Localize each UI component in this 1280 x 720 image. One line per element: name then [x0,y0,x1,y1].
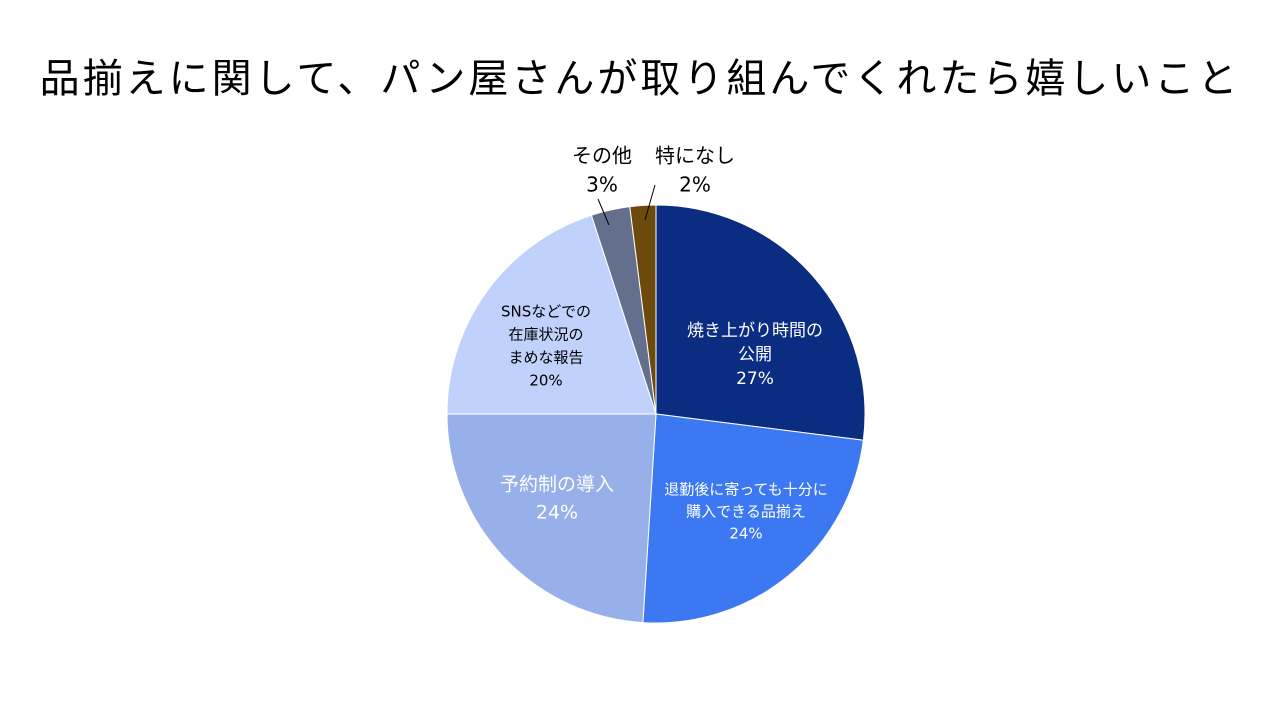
slice-value-label-4: 3% [586,173,618,197]
slice-label-3: まめな報告 [508,349,583,367]
slice-label-0: 焼き上がり時間の [687,321,823,341]
chart-title: 品揃えに関して、パン屋さんが取り組んでくれたら嬉しいこと [39,56,1241,102]
slice-label-2: 予約制の導入 [500,474,614,496]
slice-value-label-1: 24% [729,525,762,543]
slice-value-label-0: 27% [736,369,774,389]
slice-label-1: 退勤後に寄っても十分に [664,481,828,499]
slice-value-label-2: 24% [536,502,578,524]
slice-label-4: その他 [572,144,632,168]
slice-label-1: 購入できる品揃え [686,503,806,521]
pie-slice-5 [629,204,657,415]
pie-slice-1 [642,413,864,624]
slice-label-3: 在庫状況の [508,326,583,344]
slice-value-label-3: 20% [529,372,562,390]
leader-line-5 [644,184,656,221]
slice-label-5: 特になし [655,144,735,168]
pie-slice-3 [446,214,657,415]
slice-value-label-5: 2% [679,173,711,197]
pie-slice-2 [446,413,657,624]
pie-slice-0 [655,204,866,441]
leader-line-4 [597,198,610,226]
slice-label-0: 公開 [738,345,772,365]
slice-label-3: SNSなどでの [501,303,591,321]
